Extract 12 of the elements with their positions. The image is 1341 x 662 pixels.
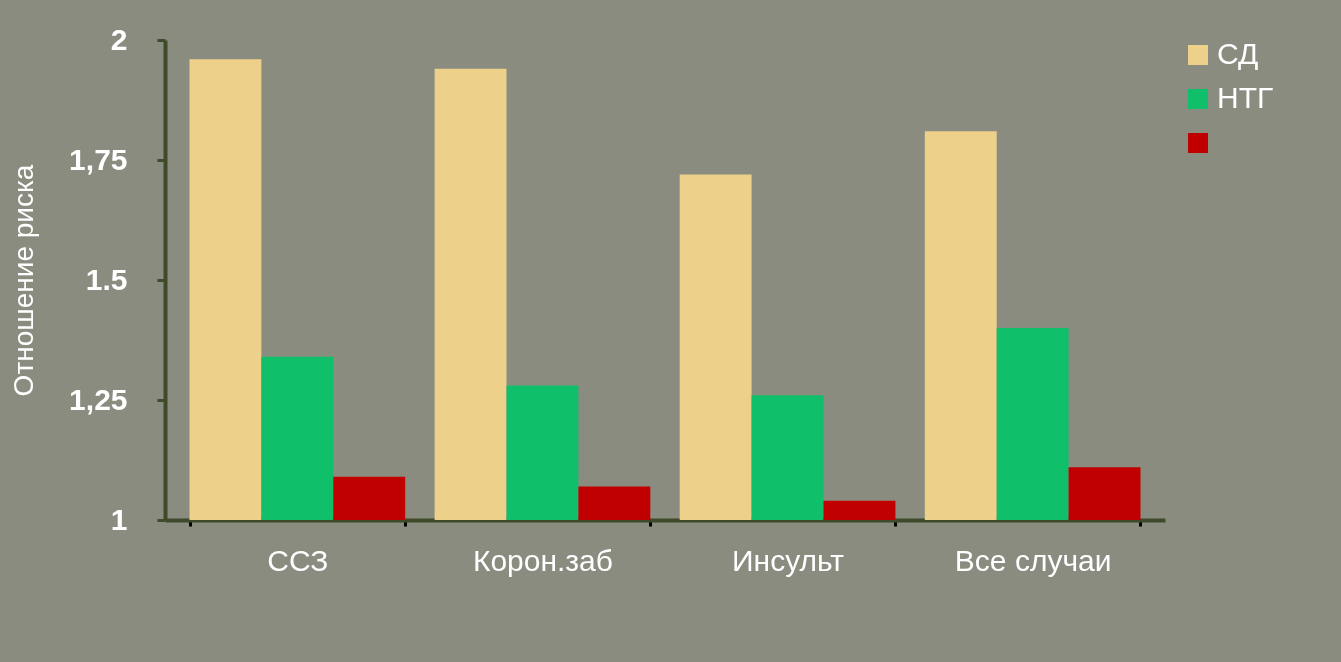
- legend-label: СД: [1217, 37, 1259, 70]
- y-tick-label: 1: [110, 502, 128, 536]
- y-tick-label: 1,25: [69, 382, 128, 416]
- y-axis-title: Отношение риска: [8, 164, 40, 397]
- x-tick-label: Корон.заб: [472, 543, 613, 577]
- y-tick-label: 1,75: [69, 142, 128, 176]
- y-tick-label: 2: [110, 22, 128, 56]
- x-tick-label: ССЗ: [267, 543, 329, 577]
- y-tick-label: 1.5: [85, 262, 128, 296]
- x-tick-label: Все случаи: [954, 543, 1112, 577]
- x-tick-label: Инсульт: [732, 543, 845, 577]
- legend-label: НТГ: [1217, 81, 1274, 114]
